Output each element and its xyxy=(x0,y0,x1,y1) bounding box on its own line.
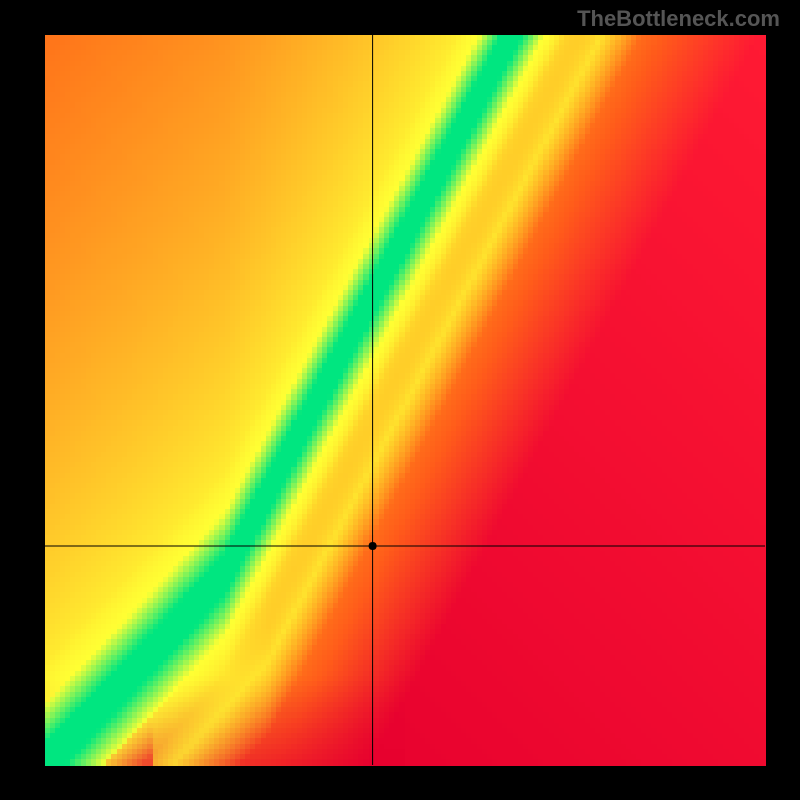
chart-container: TheBottleneck.com xyxy=(0,0,800,800)
watermark-text: TheBottleneck.com xyxy=(577,6,780,32)
heatmap-plot xyxy=(0,0,800,800)
